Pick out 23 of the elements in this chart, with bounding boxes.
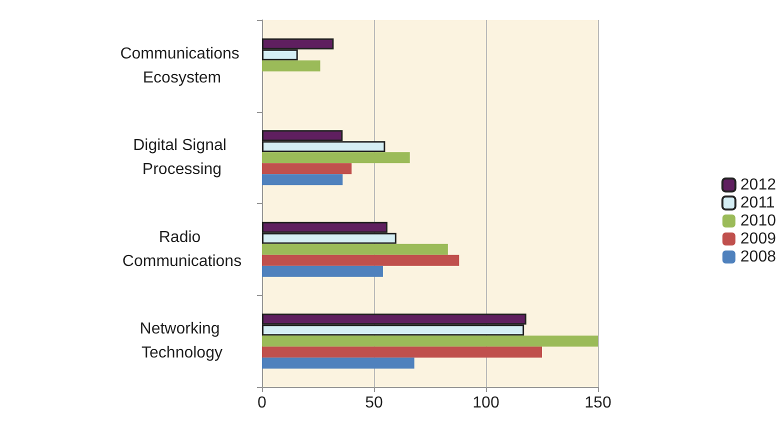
- legend-label: 2008: [740, 248, 776, 266]
- x-tick-label: 50: [365, 394, 383, 412]
- bar: [262, 244, 448, 255]
- x-tick-label: 100: [472, 394, 500, 412]
- bar: [262, 163, 352, 174]
- bar: [262, 152, 410, 164]
- bar: [262, 254, 460, 266]
- legend-label: 2012: [740, 176, 776, 194]
- legend-label: 2011: [740, 194, 775, 212]
- x-tick-label: 150: [584, 394, 612, 412]
- bar: [262, 346, 542, 358]
- legend-label: 2010: [740, 212, 776, 230]
- y-tick-label: Digital Signal Processing: [133, 137, 231, 178]
- bar: [262, 358, 414, 369]
- y-tick-label: Communications Ecosystem: [120, 45, 244, 86]
- bar: [262, 266, 383, 277]
- y-tick-label: Networking Technology: [140, 320, 224, 362]
- bar: [262, 174, 343, 186]
- y-tick-label: Radio Communications: [122, 228, 242, 270]
- legend-label: 2009: [740, 230, 776, 248]
- bar: [262, 336, 598, 347]
- x-tick-label: 0: [258, 394, 267, 412]
- bar: [262, 60, 320, 72]
